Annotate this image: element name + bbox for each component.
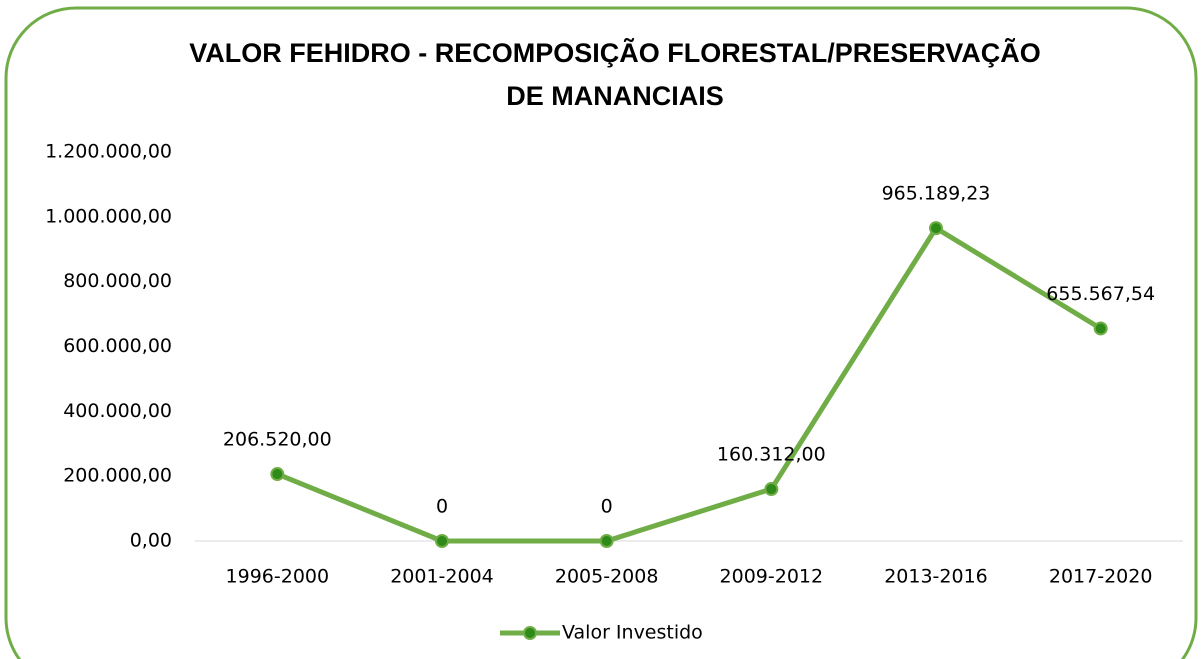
series-line	[276, 225, 1102, 544]
x-tick-label: 1996-2000	[226, 566, 330, 588]
y-tick-label: 1.200.000,00	[45, 141, 172, 163]
point	[929, 221, 943, 236]
point	[435, 534, 449, 548]
point	[270, 467, 285, 482]
x-tick-label: 2009-2012	[720, 566, 824, 588]
x-tick-label: 2005-2008	[555, 566, 659, 588]
x-tick-label: 2001-2004	[390, 566, 494, 588]
chart-title: VALOR FEHIDRO - RECOMPOSIÇÃO FLORESTAL/P…	[189, 37, 1041, 68]
x-tick-label: 2013-2016	[884, 566, 988, 588]
data-label: 0	[601, 496, 613, 518]
y-tick-label: 800.000,00	[63, 270, 172, 292]
x-tick-label: 2017-2020	[1049, 566, 1153, 588]
point	[1093, 321, 1108, 336]
legend-marker	[523, 626, 537, 640]
data-label: 206.520,00	[223, 429, 332, 451]
data-label: 965.189,23	[882, 183, 991, 205]
point	[599, 534, 614, 548]
data-label: 655.567,54	[1046, 283, 1155, 305]
legend-label: Valor Investido	[562, 622, 703, 644]
y-tick-label: 1.000.000,00	[45, 205, 172, 227]
y-tick-label: 0,00	[130, 530, 172, 552]
point	[764, 482, 779, 497]
y-tick-label: 600.000,00	[63, 335, 172, 357]
chart-border	[4, 6, 1198, 659]
y-tick-label: 200.000,00	[63, 465, 172, 487]
data-label: 160.312,00	[717, 444, 826, 466]
chart-title: DE MANANCIAIS	[506, 81, 724, 111]
data-label: 0	[436, 496, 448, 518]
y-tick-label: 400.000,00	[63, 400, 172, 422]
